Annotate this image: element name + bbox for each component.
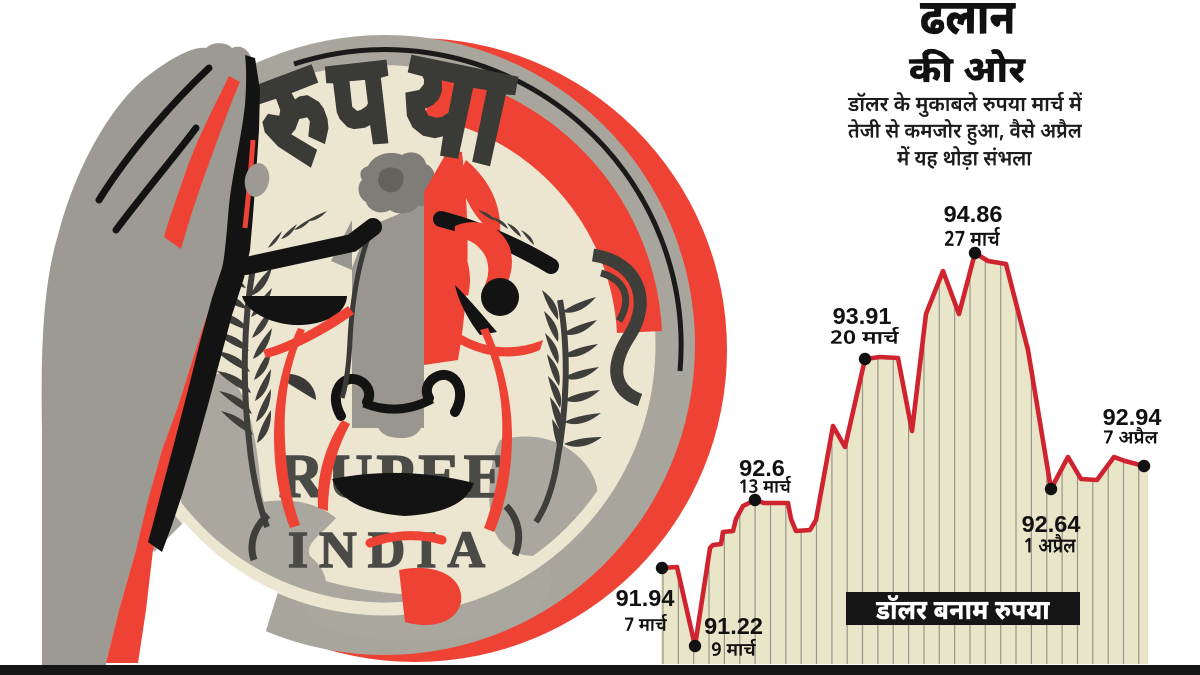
svg-text:92.64: 92.64 [1022,511,1081,537]
svg-text:94.86: 94.86 [944,201,1003,227]
svg-text:92.6: 92.6 [739,455,785,481]
svg-text:91.94: 91.94 [616,585,675,611]
svg-text:91.22: 91.22 [704,613,763,639]
svg-text:93.91: 93.91 [833,303,892,329]
svg-text:INDIA: INDIA [288,522,496,579]
svg-text:92.94: 92.94 [1103,404,1162,430]
